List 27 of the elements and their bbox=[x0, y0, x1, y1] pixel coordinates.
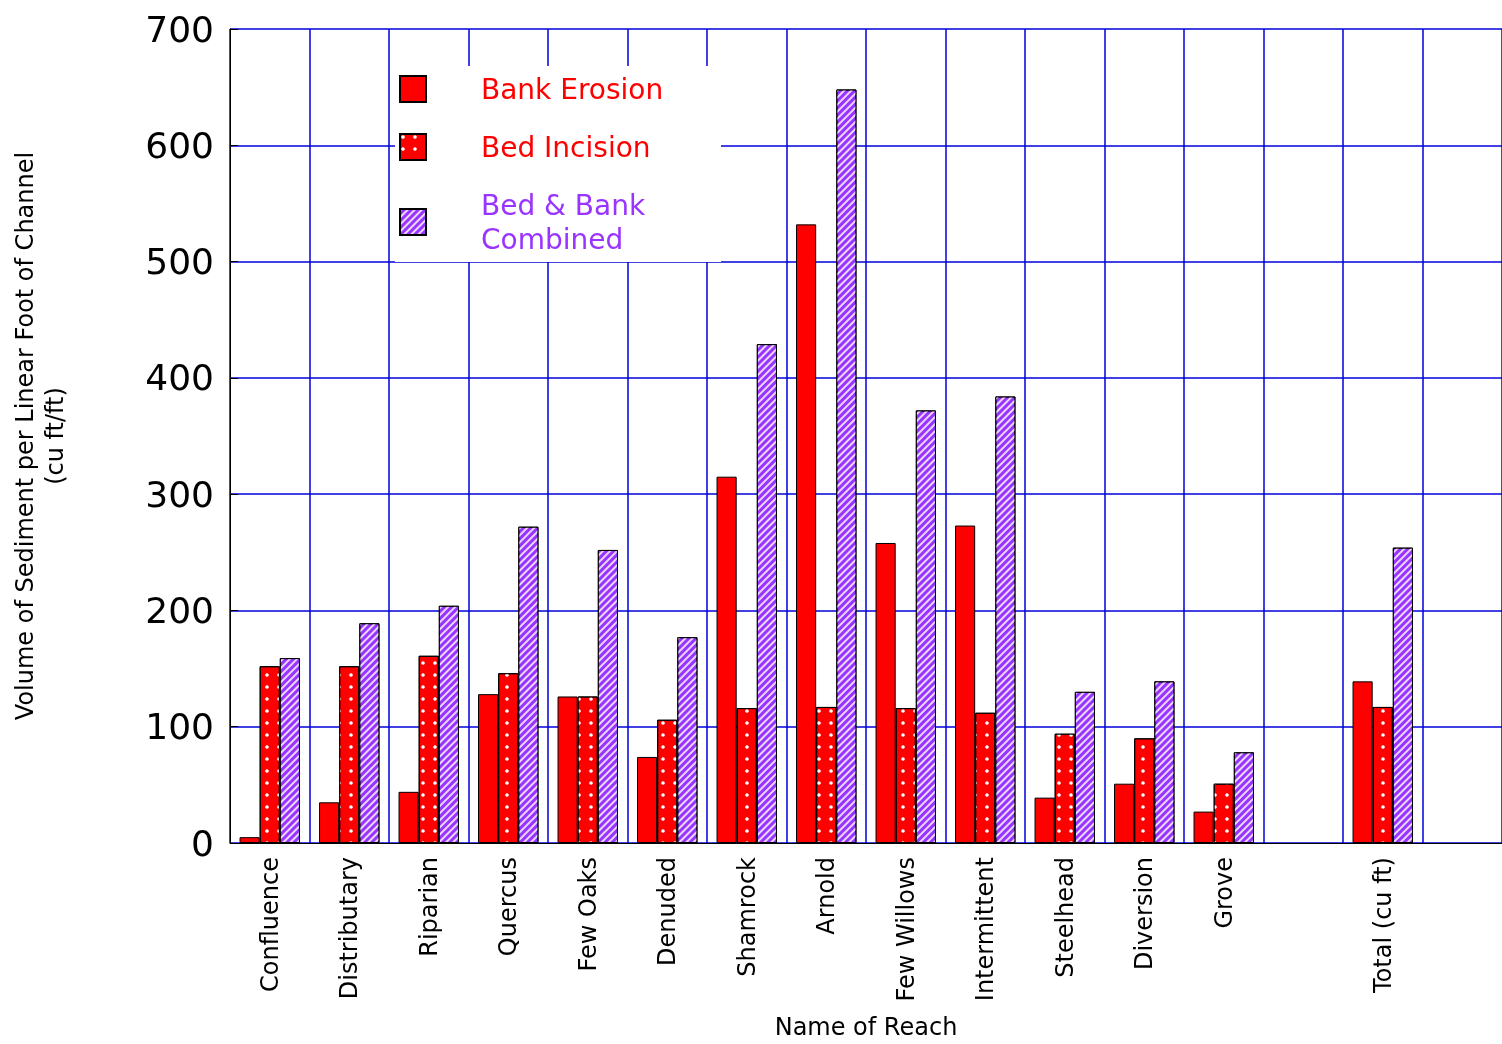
x-tick-label: Steelhead bbox=[1050, 857, 1079, 978]
x-tick-label: Total (cu ft) bbox=[1368, 857, 1397, 994]
y-tick-label: 600 bbox=[145, 124, 214, 166]
x-tick-label: Shamrock bbox=[732, 856, 761, 977]
x-tick-label: Denuded bbox=[653, 857, 682, 966]
y-tick-label: 400 bbox=[145, 357, 214, 399]
y-axis-title: Volume of Sediment per Linear Foot of Channel (cu ft/ft) bbox=[11, 151, 69, 721]
y-tick-label: 700 bbox=[145, 8, 214, 50]
y-tick-label: 0 bbox=[191, 822, 214, 864]
x-tick-label: Arnold bbox=[812, 857, 841, 935]
x-tick-label: Grove bbox=[1209, 857, 1238, 929]
y-tick-label: 200 bbox=[145, 589, 214, 631]
x-tick-label: Confluence bbox=[255, 857, 284, 992]
legend-label: Bank Erosion bbox=[481, 72, 664, 106]
legend-label: Bed & Bank Combined bbox=[481, 188, 655, 256]
x-tick-label: Few Willows bbox=[891, 857, 920, 1002]
x-tick-label: Riparian bbox=[414, 857, 443, 957]
y-tick-label: 300 bbox=[145, 473, 214, 515]
x-tick-label: Diversion bbox=[1130, 857, 1159, 971]
x-tick-label: Quercus bbox=[494, 857, 523, 957]
y-tick-label: 100 bbox=[145, 706, 214, 748]
x-axis-title: Name of Reach bbox=[774, 1013, 958, 1041]
x-tick-label: Few Oaks bbox=[573, 857, 602, 972]
x-tick-label: Distributary bbox=[335, 857, 364, 1000]
y-tick-label: 500 bbox=[145, 241, 214, 283]
x-tick-label: Intermittent bbox=[971, 857, 1000, 1002]
legend-label: Bed Incision bbox=[481, 130, 651, 164]
